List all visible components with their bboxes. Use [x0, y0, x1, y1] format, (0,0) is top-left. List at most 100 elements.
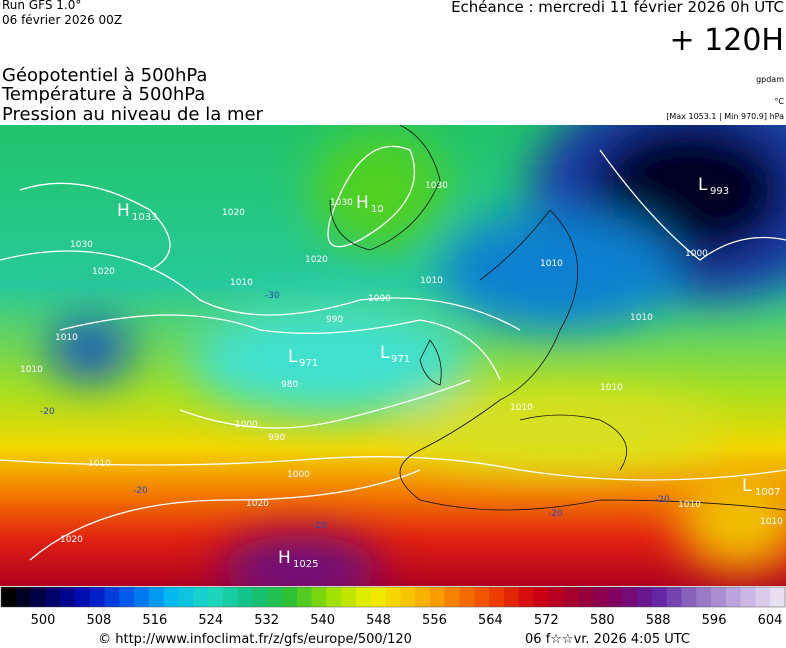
color-swatch — [666, 587, 682, 607]
pressure-centers: H 1033 H 10 L 993 L 971 L 971 L 1007 H 1025 — [117, 175, 780, 570]
color-bar-label: 580 — [590, 613, 615, 628]
center-value: 1007 — [755, 487, 780, 498]
color-swatch — [577, 587, 594, 607]
color-bar-label: 556 — [422, 613, 447, 628]
center-letter: L — [380, 343, 390, 363]
map — [0, 125, 786, 586]
isobar-label: 1010 — [600, 383, 623, 393]
isobar-label: 1010 — [88, 459, 111, 469]
run-label: Run GFS 1.0° — [2, 0, 81, 12]
color-swatch — [563, 587, 579, 607]
isobar-label: 980 — [281, 380, 298, 390]
isobar-label: 1010 — [230, 278, 253, 288]
color-swatch — [740, 587, 756, 607]
color-swatch — [415, 587, 431, 607]
color-swatch — [30, 587, 46, 607]
isobar-label: 1010 — [678, 500, 701, 510]
color-swatch — [178, 587, 194, 607]
color-swatch — [444, 587, 461, 607]
color-swatch — [60, 587, 76, 607]
field-label: Géopotentiel à 500hPa — [2, 65, 207, 86]
color-bar-label: 572 — [534, 613, 559, 628]
isobar-label: 1010 — [630, 313, 653, 323]
isobar-label: 1010 — [510, 403, 533, 413]
color-swatch — [459, 587, 475, 607]
timestamp: 06 f☆☆vr. 2026 4:05 UTC — [525, 632, 690, 647]
field-label: Température à 500hPa — [1, 84, 205, 105]
center-letter: H — [117, 201, 130, 221]
color-swatch — [45, 587, 61, 607]
color-bar-label: 548 — [366, 613, 391, 628]
color-swatch — [681, 587, 697, 607]
color-swatch — [518, 587, 535, 607]
isobar-label: 1030 — [330, 198, 353, 208]
color-bar-label: 540 — [310, 613, 335, 628]
isobar-label: 1030 — [425, 181, 448, 191]
isobar-label: 1010 — [20, 365, 43, 375]
color-swatch — [74, 587, 91, 607]
color-swatch — [208, 587, 224, 607]
isobar-label: 1020 — [246, 499, 269, 509]
color-swatch — [711, 587, 727, 607]
color-bar-label: 564 — [478, 613, 503, 628]
run-date: 06 février 2026 00Z — [2, 13, 122, 27]
color-swatch — [15, 587, 32, 607]
isobar-label: 1020 — [92, 267, 115, 277]
color-swatch — [326, 587, 342, 607]
isotherm-label: -20 — [40, 407, 55, 417]
isobar-labels: 1030 1020 1010 1020 1030 1030 1020 1010 1000 990 9… — [20, 181, 783, 545]
color-swatch — [696, 587, 712, 607]
color-bar-label: 516 — [142, 613, 167, 628]
isobar-label: 1030 — [70, 240, 93, 250]
color-swatch — [193, 587, 209, 607]
color-swatch — [622, 587, 638, 607]
center-letter: L — [742, 476, 752, 496]
isobar-label: 1010 — [55, 333, 78, 343]
color-swatch — [637, 587, 653, 607]
isobar-label: 1000 — [235, 420, 258, 430]
isotherm-label: -30 — [265, 291, 280, 301]
isotherm-label: -20 — [133, 486, 148, 496]
color-swatch — [104, 587, 120, 607]
valid-time: Echéance : mercredi 11 février 2026 0h U… — [451, 0, 784, 16]
lead-time: + 120H — [670, 23, 785, 58]
isobar-label: 1000 — [287, 470, 310, 480]
color-swatch — [651, 587, 668, 607]
color-swatch — [1, 587, 17, 607]
isotherm-label: -10 — [312, 521, 327, 531]
color-swatch — [474, 587, 490, 607]
center-letter: H — [278, 548, 291, 568]
color-swatch — [296, 587, 313, 607]
isobar-label: 990 — [268, 433, 285, 443]
center-value: 1025 — [293, 559, 318, 570]
color-swatch — [311, 587, 327, 607]
isobar-label: 1000 — [368, 294, 391, 304]
color-bar-label: 588 — [646, 613, 671, 628]
isobar-label: 990 — [326, 315, 343, 325]
color-swatch — [755, 587, 771, 607]
color-swatch — [134, 587, 150, 607]
color-swatch — [119, 587, 135, 607]
color-swatch — [770, 587, 786, 607]
center-value: 1033 — [132, 212, 157, 223]
color-bar-label: 524 — [198, 613, 223, 628]
center-value: 10 — [371, 204, 384, 215]
isobar-label: 1010 — [760, 517, 783, 527]
color-swatch — [429, 587, 446, 607]
isotherm-label: -20 — [548, 509, 563, 519]
unit-label: gpdam — [756, 75, 784, 84]
color-swatch — [163, 587, 180, 607]
color-bar-label: 532 — [254, 613, 279, 628]
field-label: Pression au niveau de la mer — [2, 104, 264, 125]
center-value: 971 — [391, 354, 410, 365]
isobar-label: 1020 — [60, 535, 83, 545]
source-url: © http://www.infoclimat.fr/z/gfs/europe/… — [98, 632, 412, 647]
color-bar-label: 500 — [31, 613, 56, 628]
isobar-label: 1010 — [540, 259, 563, 269]
isotherm-label: -20 — [655, 495, 670, 505]
isobar-label: 1000 — [685, 249, 708, 259]
color-swatch — [237, 587, 253, 607]
color-swatch — [252, 587, 268, 607]
